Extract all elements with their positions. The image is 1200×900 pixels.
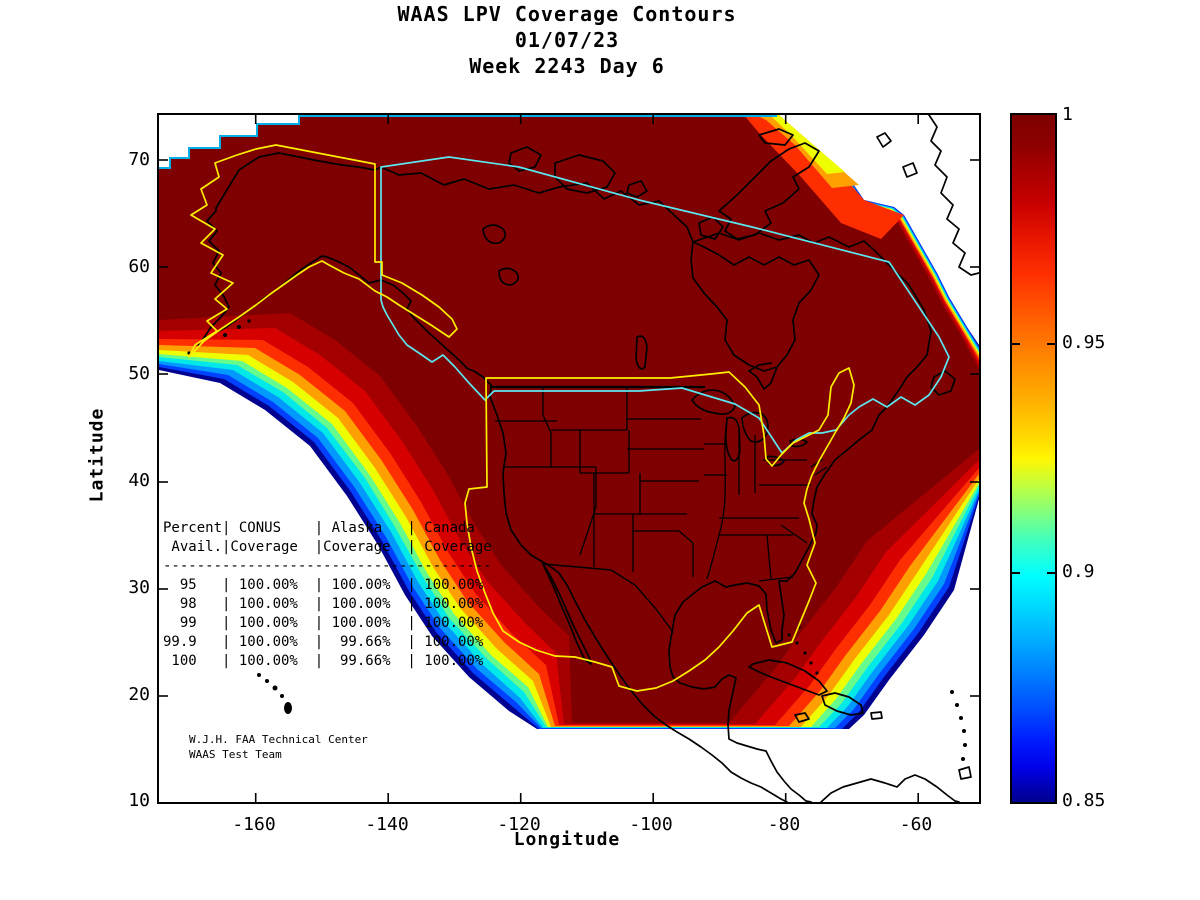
conus-boundary	[464, 367, 855, 692]
south-america-coast	[820, 766, 972, 802]
x-tick-label: -100	[629, 814, 673, 835]
colorbar	[1010, 113, 1057, 804]
jamaica	[794, 712, 810, 723]
colorbar-label: 0.9	[1062, 561, 1095, 582]
x-axis-label: Longitude	[513, 829, 621, 850]
cuba	[748, 659, 828, 696]
pacific-coastline	[489, 384, 788, 802]
contour-bands	[159, 115, 979, 729]
colorbar-label: 0.85	[1062, 790, 1106, 811]
title-line-3: Week 2243 Day 6	[469, 54, 665, 78]
y-tick-label: 20	[128, 684, 150, 705]
us-mexico-border	[542, 563, 674, 633]
canada-boundary	[380, 156, 950, 454]
island-dots	[187, 319, 967, 761]
interior-lakes	[482, 224, 648, 370]
contour-edge-highlight	[159, 115, 777, 169]
north-america-coastline	[215, 152, 932, 802]
colorbar-tick	[1047, 343, 1055, 345]
arctic-islands	[508, 128, 820, 240]
coverage-map-svg	[159, 115, 979, 802]
colorbar-label: 0.95	[1062, 332, 1106, 353]
attribution-line-2: WAAS Test Team	[189, 748, 282, 761]
hudson-bay	[690, 241, 820, 390]
colorbar-label: 1	[1062, 104, 1073, 125]
colorbar-tick	[1047, 572, 1055, 574]
x-tick-label: -80	[767, 814, 801, 835]
greenland-coast	[876, 115, 979, 276]
title-line-1: WAAS LPV Coverage Contours	[397, 2, 737, 26]
y-tick-label: 60	[128, 256, 150, 277]
hispaniola	[821, 692, 864, 716]
colorbar-tick	[1012, 343, 1020, 345]
contour-band-core	[159, 115, 979, 723]
x-tick-label: -160	[232, 814, 276, 835]
y-tick-label: 30	[128, 577, 150, 598]
alaska-boundary	[188, 144, 458, 358]
coastlines	[202, 115, 979, 802]
x-tick-label: -120	[497, 814, 541, 835]
puerto-rico	[870, 711, 883, 720]
y-axis-label: Latitude	[86, 407, 108, 503]
great-lakes	[691, 389, 808, 467]
x-tick-label: -140	[365, 814, 409, 835]
attribution-line-1: W.J.H. FAA Technical Center	[189, 733, 368, 746]
contour-band	[766, 115, 845, 174]
x-tick-label: -60	[899, 814, 933, 835]
newfoundland	[930, 370, 956, 396]
y-tick-label: 70	[128, 149, 150, 170]
y-tick-label: 50	[128, 363, 150, 384]
axis-ticks	[159, 115, 979, 802]
y-tick-label: 10	[128, 790, 150, 811]
colorbar-tick	[1012, 572, 1020, 574]
plot-area: Percent| CONUS | Alaska | Canada Avail.|…	[157, 113, 981, 804]
service-volume-boundaries	[188, 144, 950, 692]
attribution-text: W.J.H. FAA Technical Center WAAS Test Te…	[189, 732, 368, 762]
title-line-2: 01/07/23	[514, 28, 620, 52]
coverage-table: Percent| CONUS | Alaska | Canada Avail.|…	[163, 520, 492, 669]
y-tick-label: 40	[128, 470, 150, 491]
baja-california-coast	[542, 563, 592, 665]
state-borders	[495, 387, 828, 582]
